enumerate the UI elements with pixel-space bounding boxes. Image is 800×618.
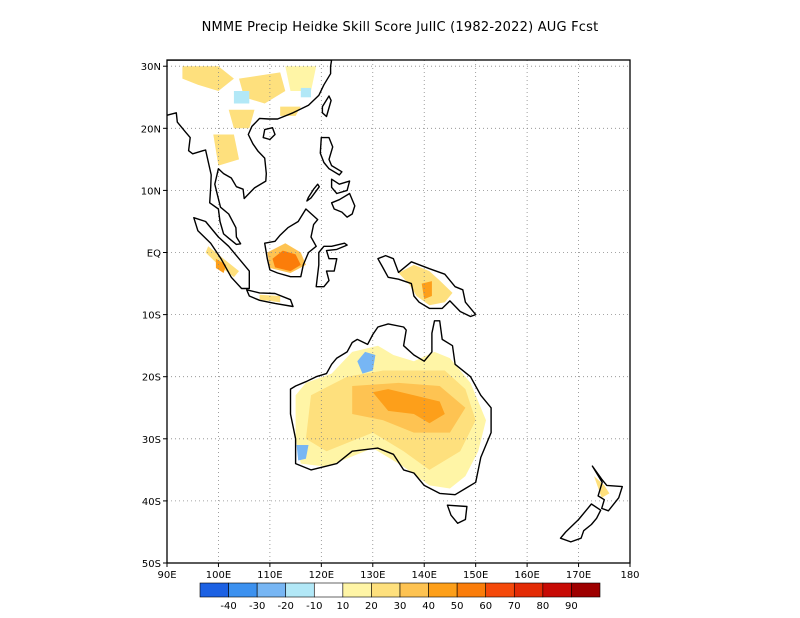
coastline-borneo (264, 208, 319, 278)
coastline-sulawesi (315, 242, 348, 288)
coastline-palawan (306, 183, 320, 202)
lat-tick-label: 30S (142, 435, 161, 446)
colorbar-label: -40 (220, 601, 236, 612)
colorbar-label: 80 (536, 601, 549, 612)
coastline-java (245, 289, 294, 308)
map-title: NMME Precip Heidke Skill Score JulIC (19… (201, 20, 599, 35)
colorbar-label: 70 (508, 601, 521, 612)
colorbar-label: -30 (249, 601, 265, 612)
lon-tick-label: 180 (620, 570, 639, 581)
colorbar-swatch (199, 582, 229, 598)
skill-area-south-china-tan-5 (280, 106, 301, 116)
coastline-new-guinea (377, 254, 477, 318)
colorbar-swatch (399, 582, 429, 598)
lon-tick-label: 110E (257, 570, 282, 581)
colorbar-swatch (485, 582, 515, 598)
skill-shading-layer (182, 66, 610, 498)
colorbar-label: 10 (336, 601, 349, 612)
colorbar-label: 50 (451, 601, 464, 612)
colorbar-swatch (313, 582, 344, 598)
lon-tick-label: 90E (157, 570, 176, 581)
coastline-new-zealand-north (591, 465, 623, 512)
map-frame (166, 59, 631, 564)
lat-tick-label: 30N (141, 62, 161, 73)
skill-area-australia-orange (372, 389, 445, 424)
skill-area-australia-blue-west (296, 445, 309, 461)
lat-tick-label: EQ (147, 249, 161, 260)
skill-area-java-tan (259, 294, 281, 303)
colorbar-swatch (428, 582, 458, 598)
colorbar-label: 20 (365, 601, 378, 612)
coastline-new-zealand-south (559, 503, 602, 543)
colorbar-swatch (542, 582, 572, 598)
coastline-sri-lanka (114, 192, 123, 216)
coastline-asia-mainland (167, 60, 333, 246)
skill-area-new-zealand-tan (594, 476, 610, 498)
skill-area-australia-blue-north (357, 351, 376, 374)
lon-tick-label: 170E (566, 570, 591, 581)
skill-area-south-china-blue (233, 91, 250, 104)
colorbar-swatch (256, 582, 287, 598)
colorbar-swatch (228, 582, 258, 598)
coastline-australia (289, 320, 492, 496)
skill-area-south-china-tan-3 (285, 66, 317, 91)
colorbar-label: -10 (306, 601, 322, 612)
lat-tick-label: 10N (141, 186, 161, 197)
lon-tick-label: 100E (206, 570, 231, 581)
lat-tick-label: 50S (142, 559, 161, 570)
skill-area-south-china-tan-1 (182, 66, 234, 91)
longitude-tick-labels: 90E 100E 110E 120E 130E 140E 150E 160E 170E 180 (157, 563, 640, 581)
lon-tick-label: 160E (514, 570, 539, 581)
colorbar-label: -20 (278, 601, 294, 612)
skill-area-borneo-orange (272, 250, 301, 272)
colorbar-swatch (285, 582, 315, 598)
map-plot-area (167, 60, 630, 563)
coastline-taiwan (321, 95, 332, 118)
skill-area-new-guinea-orange (421, 281, 432, 300)
colorbar-swatch (371, 582, 401, 598)
lat-tick-label: 20N (141, 124, 161, 135)
skill-area-south-china-tan-4 (228, 109, 255, 129)
coastline-mindanao (330, 192, 356, 218)
lat-tick-label: 10S (142, 311, 161, 322)
skill-area-south-china-tan-2 (239, 72, 286, 104)
colorbar-label: 60 (479, 601, 492, 612)
skill-area-indochina-tan (213, 134, 239, 166)
lat-tick-label: 20S (142, 373, 161, 384)
colorbar-swatch (456, 582, 487, 598)
skill-area-south-china-blue-2 (300, 87, 311, 98)
latitude-tick-labels: 30N 20N 10N EQ 10S 20S 30S 40S 50S (141, 62, 167, 570)
colorbar-label: 30 (394, 601, 407, 612)
colorbar-label: 90 (565, 601, 578, 612)
colorbar: -40 -30 -20 -10 10 20 30 40 50 60 70 80 90 (199, 582, 601, 612)
coastline-hainan (262, 126, 276, 141)
colorbar-swatch (513, 582, 544, 598)
colorbar-swatch (342, 582, 372, 598)
lon-tick-label: 150E (463, 570, 488, 581)
coastline-luzon (319, 136, 343, 176)
skill-area-sumatra-orange (215, 258, 227, 273)
lon-tick-label: 130E (360, 570, 385, 581)
lon-tick-label: 120E (309, 570, 334, 581)
coastline-sumatra (193, 216, 251, 290)
colorbar-label: 40 (422, 601, 435, 612)
coastline-layer (114, 60, 623, 543)
coastline-tasmania (446, 504, 468, 524)
lat-tick-label: 40S (142, 497, 161, 508)
coastline-visayas (330, 178, 351, 195)
colorbar-swatch (571, 582, 601, 598)
lon-tick-label: 140E (412, 570, 437, 581)
